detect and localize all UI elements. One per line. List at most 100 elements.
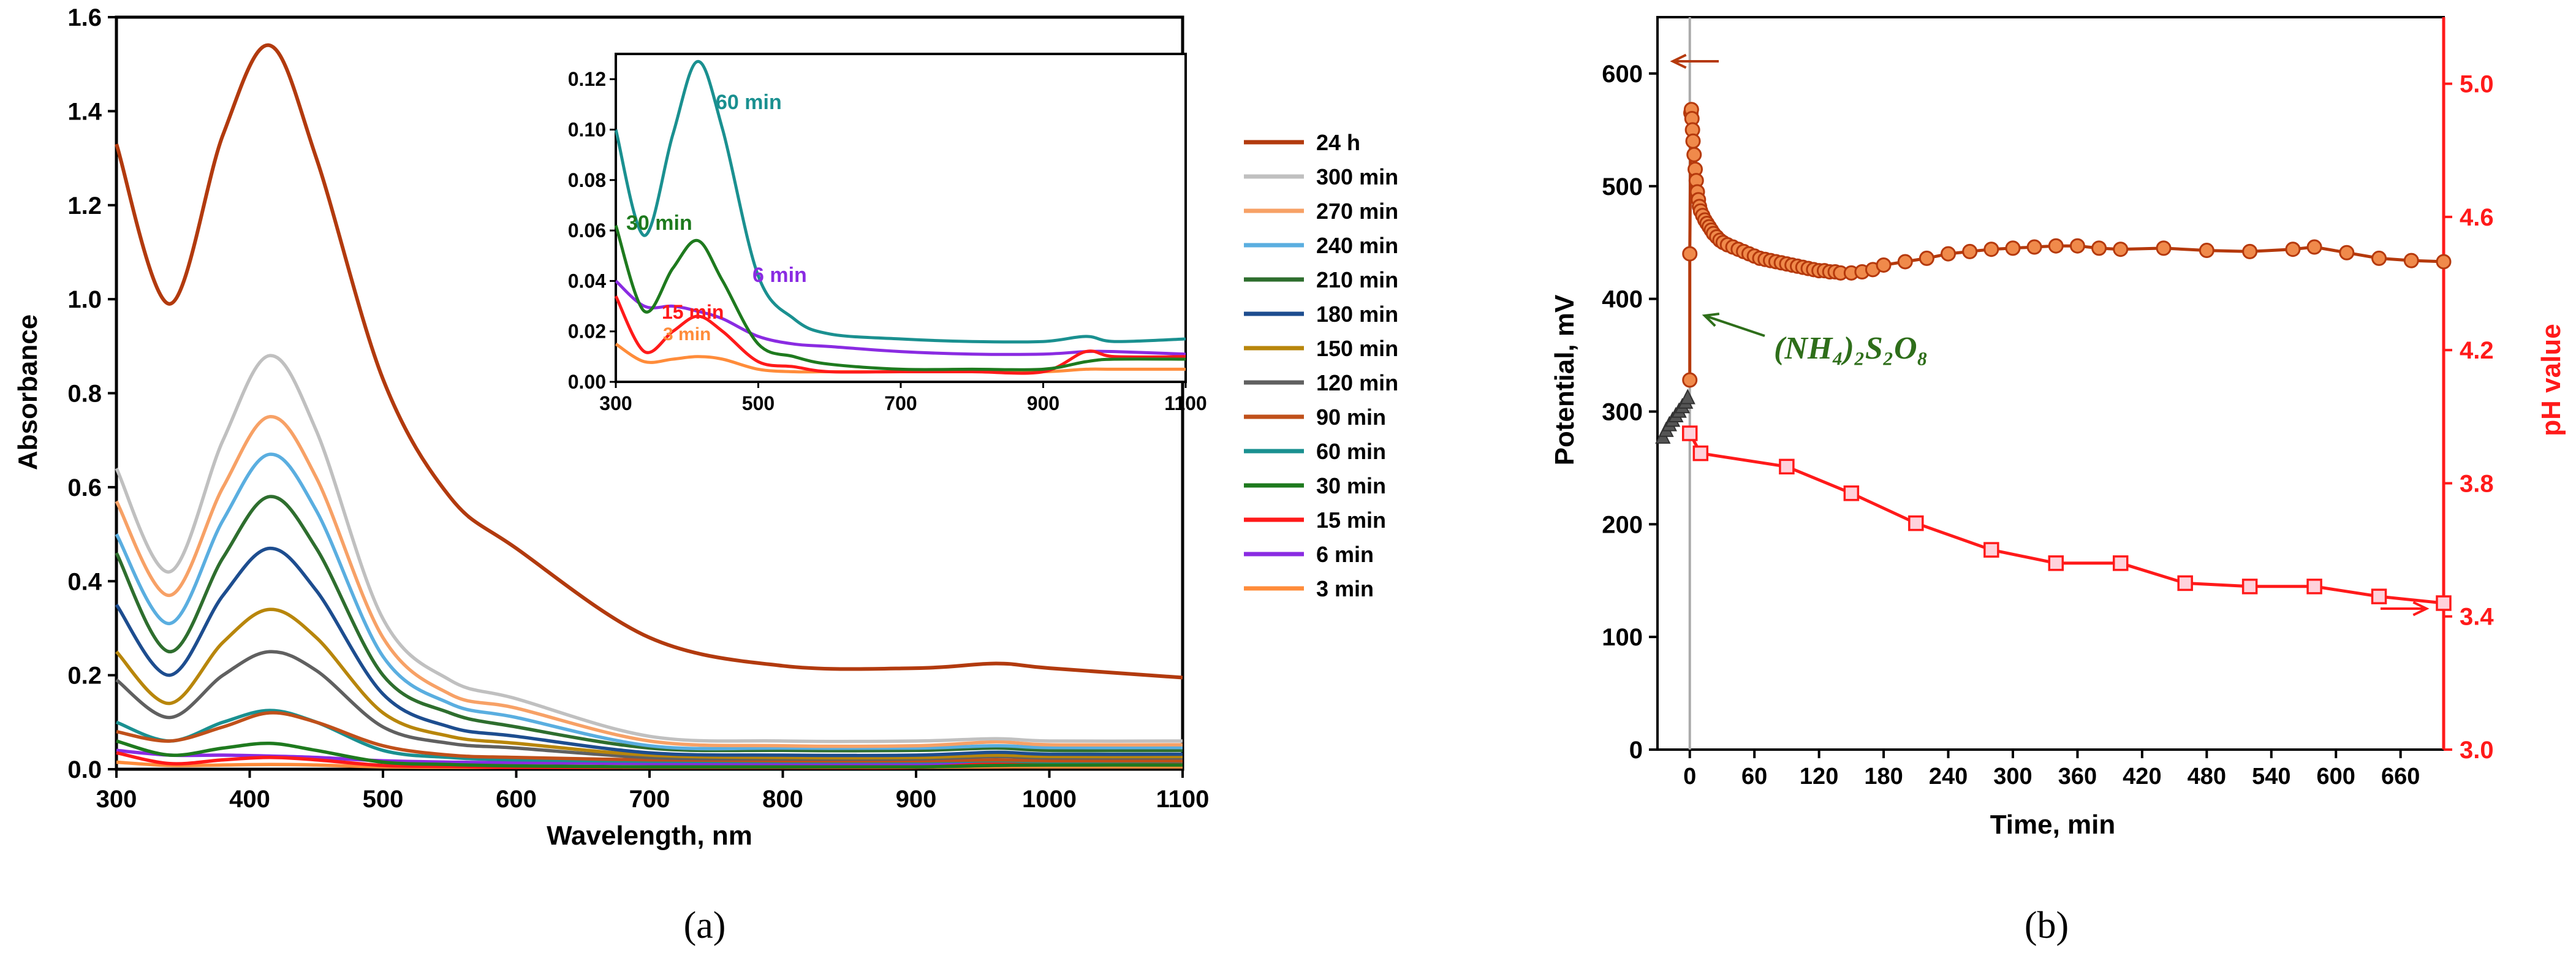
b-y2-tick-label-3-8: 3.8 — [2460, 470, 2494, 497]
panel-b-plot-frame — [1656, 16, 2445, 751]
potential-circle-marker — [2069, 238, 2085, 254]
potential-circle-marker — [2113, 241, 2129, 257]
b-x-tick-label-240: 240 — [1929, 764, 1968, 789]
y-tick-label-1-6: 1.6 — [67, 4, 102, 31]
y-tick-label-1-0: 1.0 — [67, 286, 102, 313]
inset-ticks: 300 500 700 900 1100 0.00 0.02 0.04 0.06 0.08 0.10… — [568, 68, 1207, 414]
b-y2-tick-label-5-0: 5.0 — [2460, 71, 2494, 98]
potential-circle-marker — [1685, 133, 1701, 149]
series-line-24-h — [115, 43, 1183, 680]
b-y-tick-label-100: 100 — [1602, 624, 1643, 651]
inset-y-tick-label-0-02: 0.02 — [568, 321, 606, 343]
b-y-tick-label-300: 300 — [1602, 398, 1643, 425]
legend-label-120-min: 120 min — [1316, 370, 1398, 395]
inset-x-tick-label-300: 300 — [599, 392, 632, 414]
x-tick-label-700: 700 — [629, 786, 670, 813]
b-y2-tick-label-4-2: 4.2 — [2460, 337, 2494, 364]
potential-circle-marker — [2306, 239, 2322, 255]
b-y-tick-label-500: 500 — [1602, 173, 1643, 200]
y-tick-label-0-2: 0.2 — [67, 663, 102, 690]
y-tick-label-0-6: 0.6 — [67, 474, 102, 501]
series-line-270-min — [115, 415, 1183, 748]
panel-b-x-axis-label: Time, min — [1990, 810, 2116, 840]
potential-circle-marker — [2091, 240, 2107, 256]
b-x-tick-label-480: 480 — [2188, 764, 2226, 789]
b-x-tick-label-360: 360 — [2058, 764, 2097, 789]
legend-label-300-min: 300 min — [1316, 164, 1398, 189]
inset-series-line-30-min — [614, 225, 1186, 371]
legend-label-90-min: 90 min — [1316, 405, 1386, 430]
inset-x-tick-label-900: 900 — [1027, 392, 1059, 414]
potential-circle-marker — [2371, 250, 2387, 266]
b-x-tick-label-60: 60 — [1741, 764, 1767, 789]
x-tick-label-600: 600 — [496, 786, 537, 813]
ph-square-marker — [1843, 485, 1860, 501]
potential-circle-marker — [1983, 241, 1999, 257]
persulfate-arrow-head — [1702, 313, 1720, 327]
ph-square-marker — [2436, 595, 2452, 611]
potential-circle-marker — [2242, 243, 2258, 259]
potential-circle-marker — [1897, 254, 1913, 270]
legend-label-150-min: 150 min — [1316, 336, 1398, 361]
b-x-tick-label-300: 300 — [1993, 764, 2032, 789]
ph-square-marker — [2112, 555, 2129, 571]
potential-circle-marker — [1941, 246, 1957, 262]
x-tick-label-900: 900 — [896, 786, 937, 813]
y-tick-label-1-2: 1.2 — [67, 192, 102, 219]
b-y-tick-label-600: 600 — [1602, 61, 1643, 88]
x-tick-label-300: 300 — [96, 786, 137, 813]
panel-b-chart: 0 60 120 180 240 300 360 420 480 540 600 660 0 100 200… — [1550, 16, 2566, 946]
inset-y-tick-label-0-04: 0.04 — [568, 270, 606, 292]
potential-circle-marker — [2339, 245, 2355, 260]
ph-square-marker — [2177, 575, 2193, 591]
potential-circle-marker — [1919, 250, 1934, 266]
b-x-tick-label-180: 180 — [1864, 764, 1903, 789]
inset-label-30-min: 30 min — [626, 211, 692, 235]
inset-series-line-15-min — [614, 295, 1186, 375]
inset-label-15-min: 15 min — [662, 301, 724, 323]
potential-circle-marker — [2156, 240, 2172, 256]
legend-label-30-min: 30 min — [1316, 473, 1386, 498]
inset-plot-frame — [615, 53, 1187, 383]
panel-a-x-axis-label: Wavelength, nm — [547, 821, 752, 851]
potential-circle-marker — [2026, 239, 2042, 255]
series-line-210-min — [115, 495, 1183, 753]
b-y2-tick-label-3-0: 3.0 — [2460, 737, 2494, 764]
legend-label-6-min: 6 min — [1316, 542, 1374, 567]
persulfate-arrow-shaft — [1704, 314, 1765, 337]
ph-square-marker — [1908, 515, 1924, 531]
potential-circle-marker — [2436, 254, 2452, 270]
x-tick-label-800: 800 — [762, 786, 803, 813]
b-x-tick-label-120: 120 — [1800, 764, 1838, 789]
x-tick-label-400: 400 — [229, 786, 270, 813]
potential-circle-marker — [1682, 372, 1698, 388]
potential-circle-marker — [2403, 253, 2419, 268]
b-y-tick-label-0: 0 — [1629, 737, 1643, 764]
potential-circle-marker — [2199, 243, 2214, 259]
ph-square-marker — [2048, 555, 2064, 571]
panel-a-label: (a) — [684, 905, 726, 946]
ph-square-marker — [2371, 588, 2387, 604]
b-x-tick-label-660: 660 — [2381, 764, 2420, 789]
ph-axis-arrow-head — [2412, 601, 2430, 617]
legend-label-240-min: 240 min — [1316, 233, 1398, 258]
persulfate-annotation: (NH₄)₂S₂O₈ — [1774, 331, 1928, 366]
panel-b-y2-axis-label: pH value — [2536, 324, 2566, 436]
panel-a-series — [115, 43, 1183, 770]
b-y-tick-label-400: 400 — [1602, 286, 1643, 313]
potential-axis-arrow-head — [1670, 53, 1687, 69]
b-y2-tick-label-4-6: 4.6 — [2460, 204, 2494, 231]
b-x-tick-label-0: 0 — [1683, 764, 1696, 789]
x-tick-label-1100: 1100 — [1156, 786, 1210, 813]
y-tick-label-0-0: 0.0 — [67, 756, 102, 783]
ph-square-marker — [1692, 445, 1709, 462]
panel-a-ticks: 300 400 500 600 700 800 900 1000 1100 0.0 0.2 0.4 0.… — [67, 4, 1209, 813]
b-x-tick-label-540: 540 — [2252, 764, 2290, 789]
potential-circle-marker — [2048, 238, 2064, 254]
x-tick-label-500: 500 — [363, 786, 404, 813]
potential-circle-marker — [1876, 257, 1892, 273]
b-y-tick-label-200: 200 — [1602, 511, 1643, 538]
inset-y-tick-label-0-06: 0.06 — [568, 219, 606, 241]
potential-circle-marker — [2005, 240, 2021, 256]
